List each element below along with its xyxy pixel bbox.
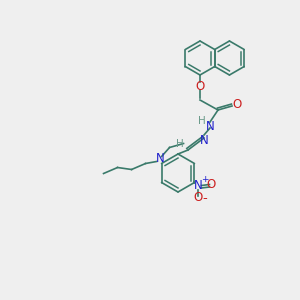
- Text: N: N: [200, 134, 208, 146]
- Text: H: H: [176, 139, 184, 149]
- Text: H: H: [198, 116, 206, 126]
- Text: -: -: [202, 192, 207, 205]
- Text: N: N: [156, 152, 165, 165]
- Text: O: O: [207, 178, 216, 191]
- Text: N: N: [194, 179, 203, 192]
- Text: O: O: [194, 191, 203, 204]
- Text: O: O: [195, 80, 205, 92]
- Text: +: +: [201, 175, 208, 184]
- Text: O: O: [232, 98, 242, 112]
- Text: N: N: [206, 119, 214, 133]
